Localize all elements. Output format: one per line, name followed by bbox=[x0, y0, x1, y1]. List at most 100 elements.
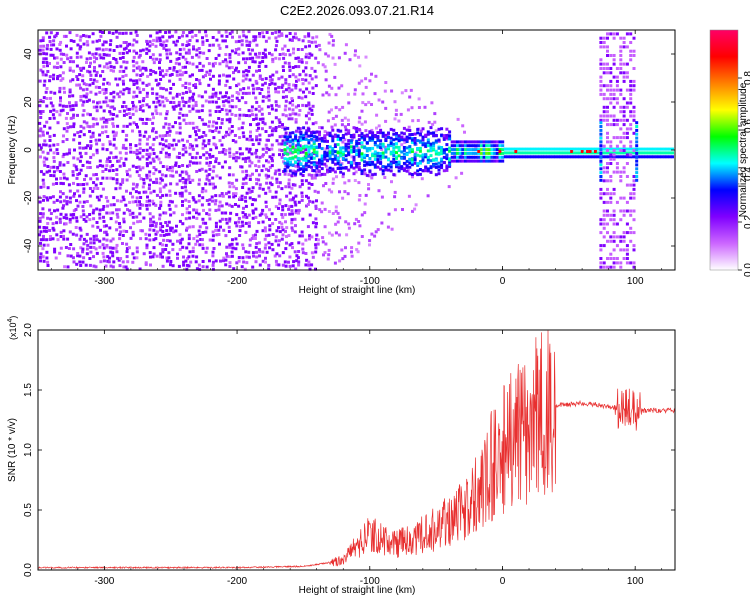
spectrogram-cell bbox=[87, 51, 91, 55]
spectrogram-cell bbox=[231, 94, 234, 98]
spectrogram-cell bbox=[575, 147, 579, 151]
spectrogram-cell bbox=[195, 53, 199, 57]
spectrogram-cell bbox=[250, 105, 254, 109]
spectrogram-cell bbox=[194, 156, 198, 160]
spectrogram-cell bbox=[606, 84, 609, 88]
spectrogram-cell bbox=[326, 139, 329, 143]
spectrogram-cell bbox=[86, 243, 90, 247]
spectrogram-cell bbox=[641, 151, 645, 155]
spectrogram-cell bbox=[363, 160, 367, 164]
spectrogram-cell bbox=[81, 74, 85, 78]
spectrogram-cell bbox=[578, 151, 582, 155]
spectrogram-cell bbox=[52, 65, 56, 69]
spectrogram-cell bbox=[201, 187, 205, 191]
spectrogram-cell bbox=[255, 177, 258, 181]
spectrogram-cell bbox=[580, 155, 584, 159]
spectrogram-cell bbox=[75, 75, 79, 78]
spectrogram-cell bbox=[59, 57, 63, 61]
spectrogram-cell bbox=[612, 149, 616, 152]
spectrogram-cell bbox=[461, 144, 465, 148]
spectrogram-cell bbox=[253, 198, 257, 202]
spectrogram-cell bbox=[255, 100, 259, 104]
spectrogram-cell bbox=[379, 142, 383, 146]
spectrogram-cell bbox=[94, 138, 98, 142]
spectrogram-cell bbox=[115, 114, 119, 118]
spectrogram-cell bbox=[161, 69, 164, 73]
spectrogram-cell bbox=[180, 237, 184, 241]
spectrogram-cell bbox=[38, 129, 42, 133]
spectrogram-cell bbox=[228, 120, 232, 124]
spectrogram-cell bbox=[191, 95, 195, 99]
spectrogram-cell bbox=[323, 251, 327, 255]
spectrogram-cell bbox=[55, 221, 59, 225]
spectrogram-cell bbox=[392, 132, 396, 136]
spectrogram-cell bbox=[281, 134, 285, 138]
spectrogram-cell bbox=[258, 91, 262, 95]
spectrogram-cell bbox=[220, 192, 224, 195]
spectrogram-cell bbox=[165, 99, 169, 102]
spectrogram-cell bbox=[75, 233, 79, 237]
spectrogram-cell bbox=[42, 143, 46, 147]
spectrogram-cell bbox=[336, 156, 340, 160]
spectrogram-cell bbox=[426, 158, 430, 161]
spectrogram-cell bbox=[220, 108, 224, 111]
spectrogram-cell bbox=[606, 222, 609, 226]
spectrogram-cell bbox=[65, 152, 69, 156]
spectrogram-cell bbox=[606, 187, 609, 191]
spectrogram-cell bbox=[145, 203, 149, 207]
spectrogram-cell bbox=[294, 118, 298, 122]
spectrogram-cell bbox=[124, 157, 128, 161]
spectrogram-cell bbox=[629, 41, 633, 44]
spectrogram-cell bbox=[186, 164, 189, 168]
spectrogram-cell bbox=[277, 226, 280, 230]
spectrogram-cell bbox=[207, 178, 211, 182]
spectrogram-cell bbox=[612, 157, 616, 161]
spectrogram-cell bbox=[458, 155, 462, 159]
spectrogram-cell bbox=[106, 66, 110, 70]
spectrogram-cell bbox=[397, 169, 401, 173]
spectrogram-cell bbox=[142, 178, 146, 182]
spectrogram-cell bbox=[456, 151, 459, 155]
spectrogram-cell bbox=[258, 109, 262, 113]
spectrogram-cell bbox=[575, 151, 579, 155]
spectrogram-cell bbox=[92, 69, 96, 73]
spectrogram-cell bbox=[261, 60, 265, 63]
spectrogram-cell bbox=[97, 198, 101, 202]
spectrogram-cell bbox=[349, 135, 353, 139]
spectrogram-cell bbox=[456, 140, 459, 144]
spectrogram-cell bbox=[38, 200, 42, 204]
spectrogram-cell bbox=[102, 77, 106, 81]
spectrogram-cell bbox=[174, 191, 178, 195]
spectrogram-cell bbox=[437, 151, 441, 155]
spectrogram-cell bbox=[125, 87, 129, 91]
spectrogram-cell bbox=[344, 166, 348, 170]
spectrogram-cell bbox=[619, 36, 623, 40]
spectrogram-cell bbox=[281, 113, 285, 117]
spectrogram-cell bbox=[314, 207, 318, 210]
spectrogram-cell bbox=[623, 155, 627, 159]
spectrogram-cell bbox=[619, 45, 623, 49]
spectrogram-cell bbox=[78, 200, 82, 204]
spectrogram-cell bbox=[622, 196, 626, 200]
spectrogram-cell bbox=[187, 177, 191, 181]
spectrogram-cell bbox=[197, 47, 201, 50]
spectrogram-cell bbox=[218, 91, 222, 95]
spectrogram-cell bbox=[198, 82, 202, 86]
spectrogram-cell bbox=[314, 75, 318, 79]
spectrogram-cell bbox=[302, 145, 306, 149]
spectrogram-cell bbox=[255, 182, 259, 186]
spectrogram-cell bbox=[487, 151, 491, 155]
spectrogram-cell bbox=[418, 149, 422, 153]
spectrogram-cell bbox=[102, 205, 106, 208]
spectrogram-cell bbox=[94, 265, 98, 269]
spectrogram-cell bbox=[339, 146, 343, 150]
spectrogram-cell bbox=[204, 169, 208, 173]
spectrogram-cell bbox=[318, 48, 322, 52]
spectrogram-cell bbox=[135, 61, 139, 65]
spectrogram-cell bbox=[167, 143, 171, 146]
spectrogram-cell bbox=[588, 150, 592, 153]
spectrogram-cell bbox=[306, 225, 310, 229]
spectrogram-cell bbox=[599, 132, 603, 136]
spectrogram-cell bbox=[151, 53, 155, 57]
spectrogram-cell bbox=[310, 108, 314, 112]
